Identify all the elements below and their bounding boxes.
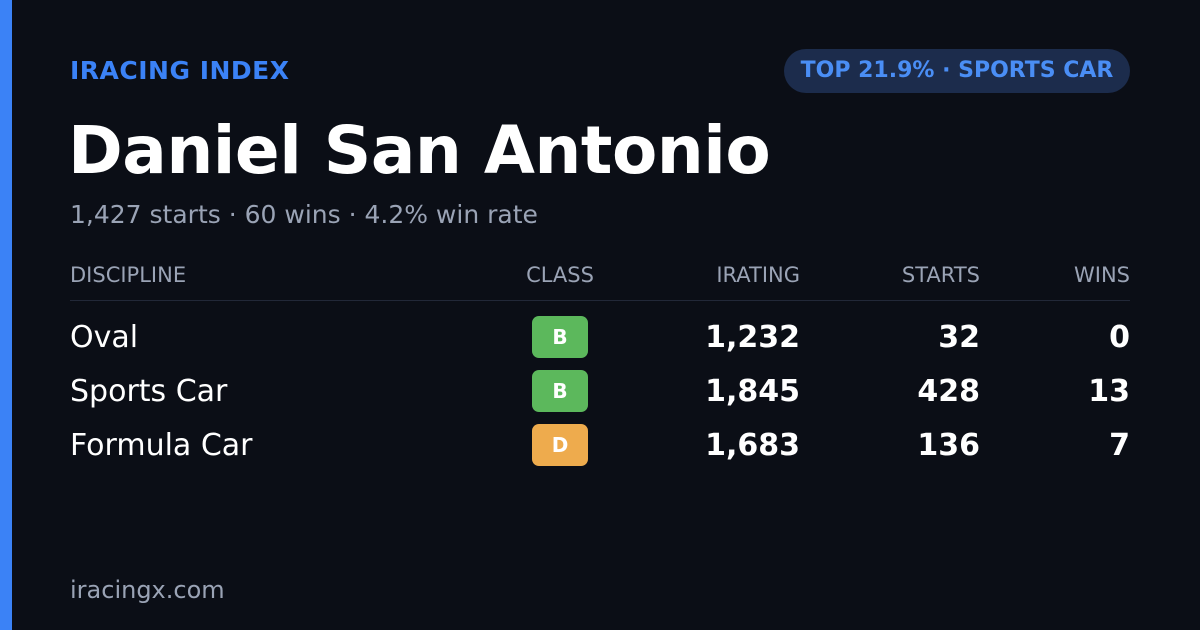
discipline: Formula Car: [70, 428, 253, 463]
column-header: WINS: [1074, 263, 1130, 287]
irating: 1,232: [705, 320, 800, 355]
wins: 0: [1109, 320, 1130, 355]
brand: IRACING INDEX: [70, 56, 290, 85]
starts: 428: [917, 374, 980, 409]
class-badge: B: [532, 316, 588, 358]
class-badge: B: [532, 370, 588, 412]
wins: 7: [1109, 428, 1130, 463]
starts: 32: [938, 320, 980, 355]
driver-name: Daniel San Antonio: [68, 112, 771, 189]
rank-badge: TOP 21.9% · SPORTS CAR: [784, 49, 1130, 93]
column-header: IRATING: [716, 263, 800, 287]
subtitle: 1,427 starts · 60 wins · 4.2% win rate: [70, 200, 538, 229]
class-badge: D: [532, 424, 588, 466]
column-header: DISCIPLINE: [70, 263, 187, 287]
header-rule: [70, 300, 1130, 301]
column-header: STARTS: [901, 263, 980, 287]
accent-bar: [0, 0, 12, 630]
column-header: CLASS: [526, 263, 594, 287]
irating: 1,845: [705, 374, 800, 409]
discipline: Sports Car: [70, 374, 228, 409]
wins: 13: [1088, 374, 1130, 409]
irating: 1,683: [705, 428, 800, 463]
starts: 136: [917, 428, 980, 463]
discipline: Oval: [70, 320, 139, 355]
footer: iracingx.com: [70, 576, 225, 604]
